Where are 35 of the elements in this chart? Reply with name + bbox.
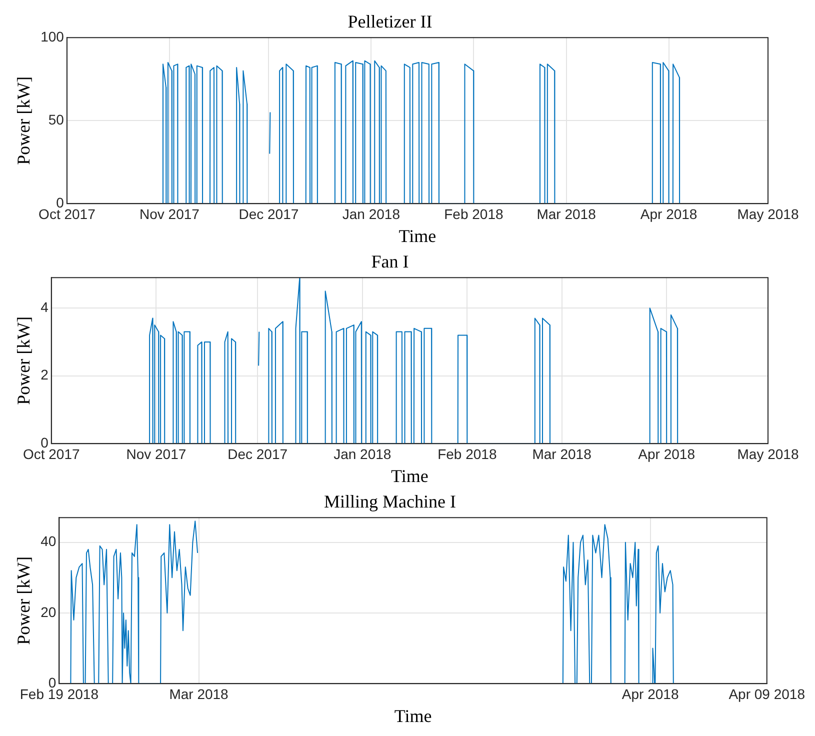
y-tick-label: 2	[40, 366, 49, 383]
y-tick-label: 100	[40, 28, 64, 44]
x-tick-label: Dec 2017	[228, 446, 288, 462]
y-tick-label: 4	[40, 298, 49, 315]
x-tick-label: Feb 2018	[444, 206, 504, 222]
y-tick-label: 50	[48, 111, 64, 128]
x-tick-label: Nov 2017	[126, 446, 186, 462]
x-tick-label: Jan 2018	[342, 206, 400, 222]
x-tick-label: Apr 2018	[638, 446, 696, 462]
x-tick-label: Apr 2018	[622, 686, 679, 702]
x-tick-label: May 2018	[737, 446, 799, 462]
y-tick-label: 20	[40, 604, 56, 620]
x-axis-title: Time	[394, 706, 432, 726]
y-tick-label: 0	[48, 674, 56, 690]
x-tick-label: Feb 2018	[438, 446, 497, 462]
x-tick-label: Nov 2017	[140, 206, 200, 222]
x-tick-label: Mar 2018	[532, 446, 592, 462]
chart-title: Milling Machine I	[324, 492, 456, 512]
y-tick-label: 40	[40, 533, 56, 550]
y-axis-title: Power [kW]	[14, 76, 34, 165]
y-axis-title: Power [kW]	[14, 316, 34, 405]
x-tick-label: Mar 2018	[169, 686, 229, 702]
y-axis-title: Power [kW]	[14, 556, 34, 645]
x-axis-title: Time	[398, 226, 436, 246]
chart-title: Pelletizer II	[348, 12, 432, 32]
x-tick-label: Dec 2017	[238, 206, 299, 222]
x-tick-label: Apr 2018	[640, 206, 698, 222]
chart-title: Fan I	[371, 252, 409, 272]
x-tick-label: Mar 2018	[536, 206, 596, 222]
x-tick-label: May 2018	[737, 206, 799, 222]
y-tick-label: 0	[56, 194, 64, 210]
x-axis-title: Time	[391, 466, 428, 486]
y-tick-label: 0	[40, 434, 49, 450]
x-tick-label: Jan 2018	[334, 446, 392, 462]
x-tick-label: Apr 09 2018	[728, 686, 806, 702]
